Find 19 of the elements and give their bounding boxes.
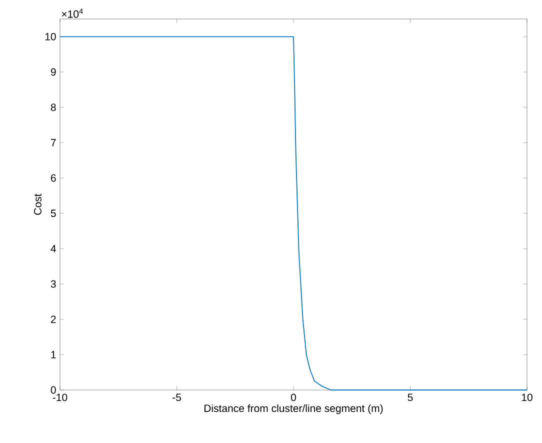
y-axis-title: Cost	[34, 194, 42, 215]
y-tick-label: 10	[45, 32, 56, 40]
y-tick-label: 8	[50, 104, 56, 112]
x-tick-label: 0	[290, 394, 296, 402]
x-tick-label: 10	[522, 394, 532, 402]
text: ×10$^{4}$	[62, 8, 83, 18]
y-tick-label: 2	[50, 316, 56, 323]
y-tick-label: 7	[50, 139, 56, 146]
x-tick-label: -5	[172, 394, 181, 402]
y-tick-label: 3	[50, 280, 56, 288]
y-tick-label: 6	[50, 174, 56, 182]
y-tick-label: 1	[51, 351, 56, 358]
y-tick-label: 9	[50, 68, 56, 76]
x-tick-label: -10	[52, 394, 68, 402]
x-axis-title: Distance from cluster/line segment (m)	[204, 404, 383, 414]
y-tick-label: 4	[50, 245, 56, 252]
y-tick-label: 0	[50, 386, 56, 394]
x-tick-label: 5	[408, 394, 413, 402]
y-tick-label: 5	[50, 210, 56, 217]
